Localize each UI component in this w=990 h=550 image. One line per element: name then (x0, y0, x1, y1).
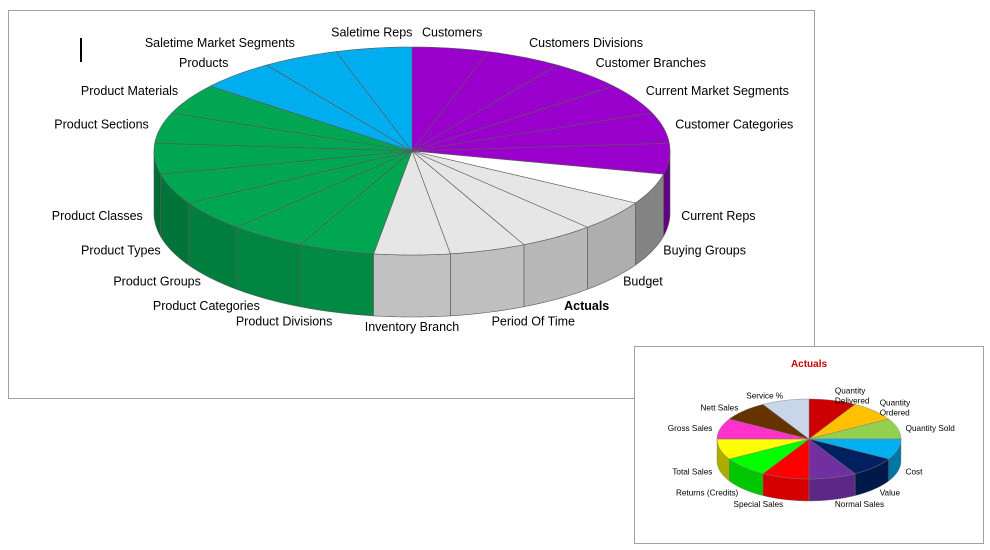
main-slice-inventory-branch[interactable] (373, 150, 451, 256)
main-slice-product-divisions[interactable] (299, 150, 413, 255)
main-side-product-divisions (299, 244, 374, 317)
main-slice-current-market-segments[interactable] (411, 85, 653, 152)
main-label-customer-branches: Customer Branches (596, 56, 706, 70)
inset-label-quantity-sold: Quantity Sold (906, 424, 956, 433)
inset-slice-quantity-sold[interactable] (808, 418, 902, 440)
inset-slice-cost[interactable] (808, 438, 902, 460)
main-slice-period-of-time[interactable] (411, 150, 525, 255)
inset-label-total-sales: Total Sales (672, 468, 712, 477)
main-label-period-of-time: Period Of Time (492, 315, 575, 329)
main-label-buying-groups: Buying Groups (663, 244, 746, 258)
inset-slice-value[interactable] (808, 438, 889, 474)
main-label-saletime-reps: Saletime Reps (331, 25, 412, 39)
main-slice-saletime-reps[interactable] (335, 46, 413, 152)
inset-label-special-sales: Special Sales (733, 500, 783, 509)
main-label-current-market-segments: Current Market Segments (646, 84, 789, 98)
main-slice-product-sections[interactable] (154, 112, 413, 152)
inset-label-quantity-ordered: Quantity Ordered (880, 399, 911, 418)
inset-slice-quantity-delivered[interactable] (808, 398, 856, 440)
main-label-current-reps: Current Reps (681, 209, 755, 223)
main-slice-product-categories[interactable] (236, 150, 413, 245)
main-labels: Customers Customers Divisions Customer Bra… (52, 25, 794, 334)
main-slice-product-classes[interactable] (153, 142, 413, 175)
main-label-product-classes: Product Classes (52, 209, 143, 223)
inset-chart-panel: Actuals Quantity Delivered Quantity Ordered Q… (634, 346, 984, 544)
main-slice-customer-branches[interactable] (411, 64, 615, 152)
main-label-product-divisions: Product Divisions (236, 315, 333, 329)
main-slice-customers[interactable] (411, 46, 489, 152)
main-side-walls (153, 150, 671, 318)
inset-slice-nett-sales[interactable] (729, 404, 810, 440)
text-cursor (80, 38, 82, 62)
main-label-inventory-branch: Inventory Branch (365, 320, 460, 334)
inset-slice-gross-sales[interactable] (716, 418, 810, 440)
main-slices (153, 46, 671, 256)
inset-label-quantity-delivered: Quantity Delivered (835, 387, 870, 406)
main-label-saletime-market-segments: Saletime Market Segments (145, 36, 295, 50)
main-slice-product-groups[interactable] (188, 150, 413, 228)
main-pie-chart: Customers Customers Divisions Customer Bra… (52, 25, 794, 334)
main-slice-product-materials[interactable] (171, 85, 413, 152)
main-slice-buying-groups[interactable] (411, 150, 664, 204)
inset-slices (716, 398, 902, 480)
main-slice-products[interactable] (209, 64, 413, 152)
inset-label-returns-credits: Returns (Credits) (676, 488, 739, 497)
inset-slice-normal-sales[interactable] (808, 438, 856, 480)
inset-slice-total-sales[interactable] (716, 438, 810, 460)
inset-slice-special-sales[interactable] (762, 438, 810, 480)
main-label-customers-divisions: Customers Divisions (529, 36, 643, 50)
main-slice-budget[interactable] (411, 150, 636, 228)
main-label-budget: Budget (623, 275, 663, 289)
main-label-actuals: Actuals (564, 299, 609, 313)
main-side-inventory-branch (373, 253, 451, 318)
main-label-product-sections: Product Sections (54, 117, 149, 131)
inset-slice-quantity-ordered[interactable] (808, 404, 889, 440)
main-label-products: Products (179, 56, 228, 70)
main-slice-customers-divisions[interactable] (411, 51, 558, 152)
inset-labels: Quantity Delivered Quantity Ordered Quantity… (668, 387, 955, 510)
main-chart-panel: Customers Customers Divisions Customer Bra… (8, 10, 815, 399)
inset-label-value: Value (880, 488, 901, 497)
inset-slice-returns-credits[interactable] (729, 438, 810, 474)
inset-label-nett-sales: Nett Sales (701, 404, 739, 413)
inset-label-gross-sales: Gross Sales (668, 424, 713, 433)
inset-label-service: Service % (746, 392, 783, 401)
main-slice-saletime-market-segments[interactable] (266, 51, 413, 152)
main-slice-current-reps[interactable] (411, 142, 671, 175)
main-label-customer-categories: Customer Categories (675, 117, 793, 131)
main-label-product-types: Product Types (81, 244, 161, 258)
inset-label-cost: Cost (906, 468, 924, 477)
main-slice-actuals[interactable] (411, 150, 588, 245)
main-label-product-groups: Product Groups (113, 275, 201, 289)
inset-label-normal-sales: Normal Sales (835, 500, 884, 509)
main-side-period-of-time (450, 244, 525, 317)
main-label-customers: Customers (422, 25, 482, 39)
main-label-product-categories: Product Categories (153, 299, 260, 313)
main-label-product-materials: Product Materials (81, 84, 178, 98)
main-slice-customer-categories[interactable] (411, 112, 670, 152)
inset-chart-title: Actuals (791, 359, 828, 370)
main-slice-product-types[interactable] (160, 150, 413, 204)
inset-slice-service[interactable] (762, 398, 810, 440)
